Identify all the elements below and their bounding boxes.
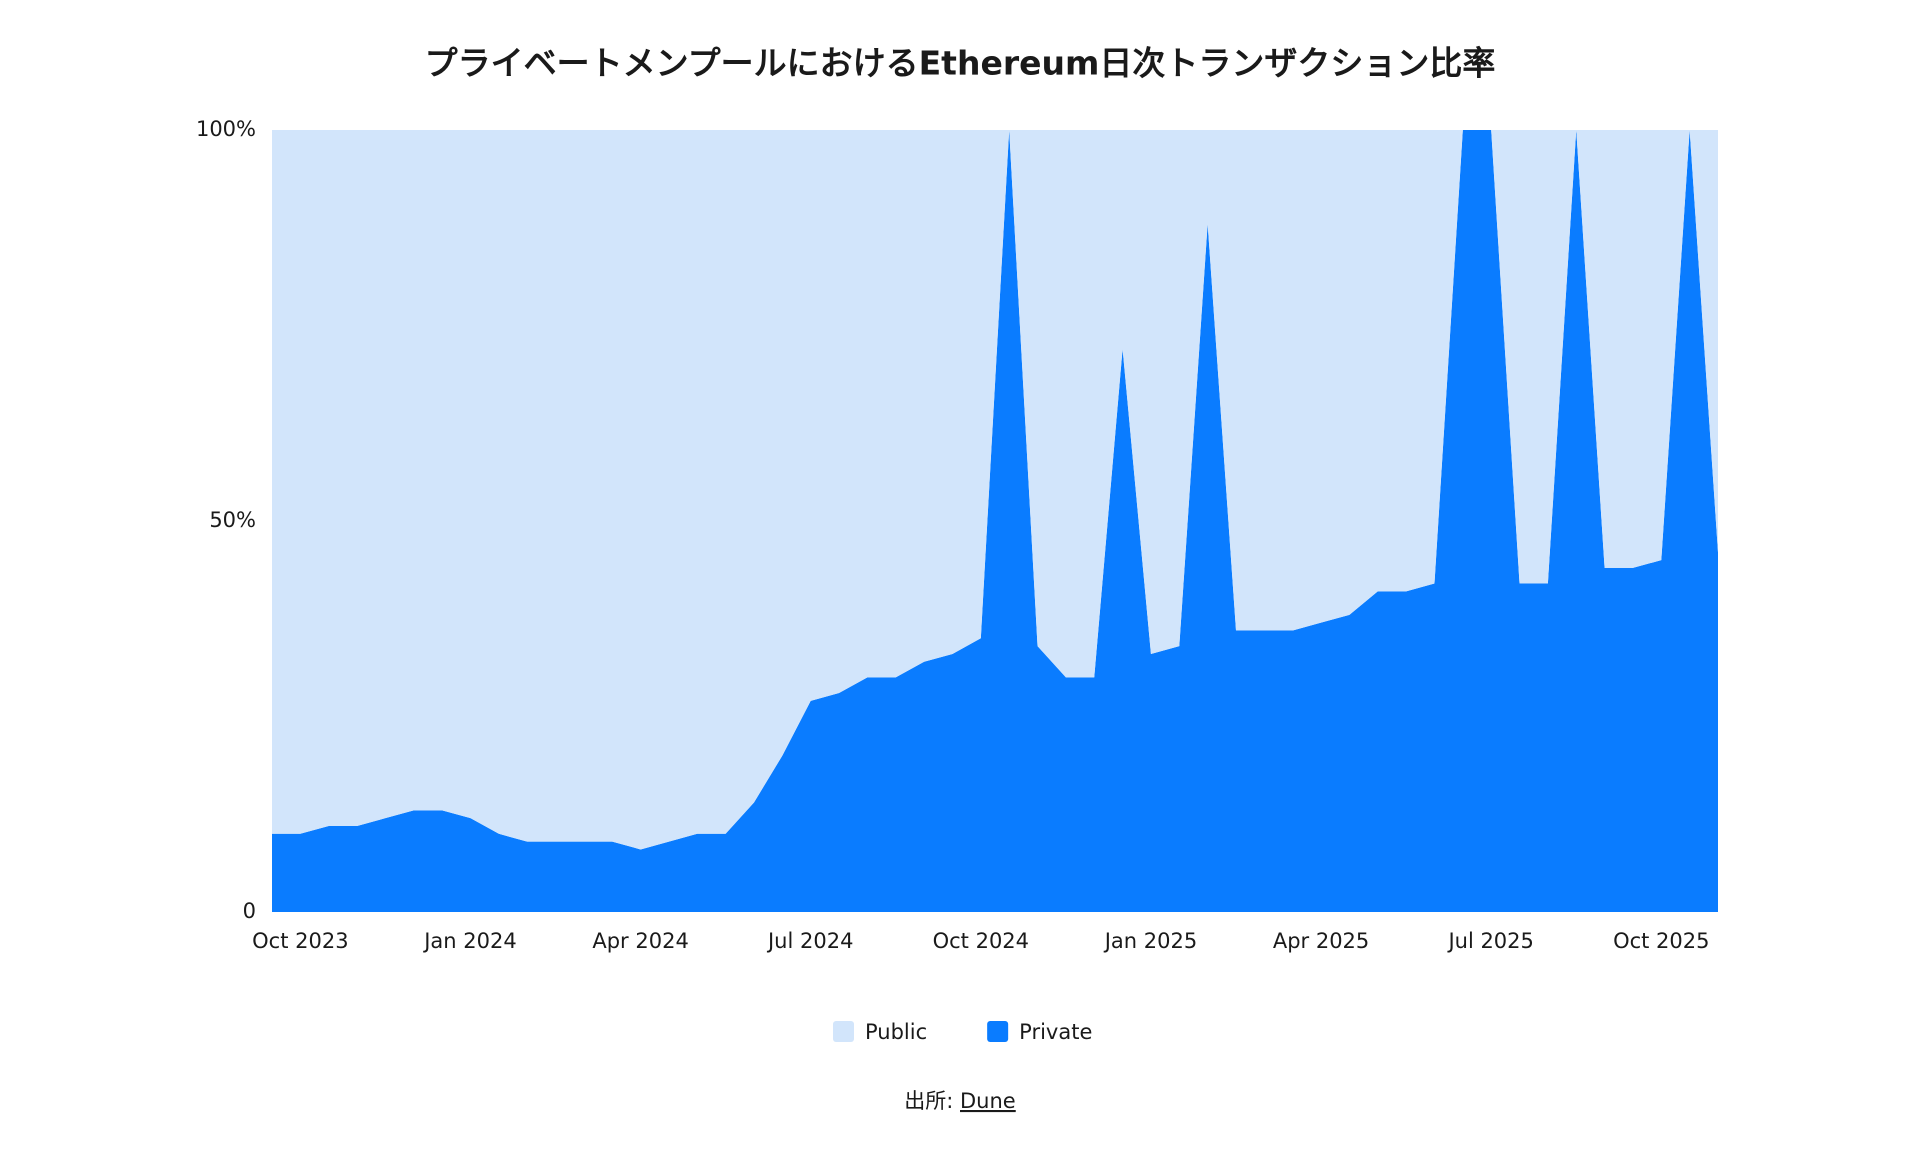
y-tick-label: 0 <box>243 899 256 923</box>
legend: Public Private <box>833 1020 1092 1044</box>
y-tick-label: 50% <box>209 508 256 532</box>
source-label: 出所: <box>904 1089 953 1113</box>
x-tick-label: Jan 2025 <box>1103 929 1198 953</box>
source: 出所: Dune <box>904 1089 1015 1113</box>
x-tick-label: Oct 2025 <box>1613 929 1709 953</box>
y-tick-label: 100% <box>196 117 256 141</box>
x-tick-label: Jan 2024 <box>422 929 517 953</box>
x-tick-label: Apr 2024 <box>592 929 688 953</box>
x-tick-label: Apr 2025 <box>1273 929 1369 953</box>
area <box>272 130 1718 850</box>
x-tick-label: Oct 2023 <box>252 929 348 953</box>
legend-label: Public <box>865 1020 927 1044</box>
source-link[interactable]: Dune <box>960 1089 1016 1113</box>
area <box>272 130 1718 912</box>
legend-swatch <box>833 1021 854 1042</box>
plot-area <box>272 130 1718 912</box>
x-tick-label: Oct 2024 <box>933 929 1029 953</box>
x-tick-label: Jul 2024 <box>766 929 853 953</box>
chart-title: プライベートメンプールにおけるEthereum日次トランザクション比率 <box>425 44 1496 83</box>
x-tick-label: Jul 2025 <box>1446 929 1533 953</box>
legend-label: Private <box>1019 1020 1092 1044</box>
legend-swatch <box>987 1021 1009 1042</box>
